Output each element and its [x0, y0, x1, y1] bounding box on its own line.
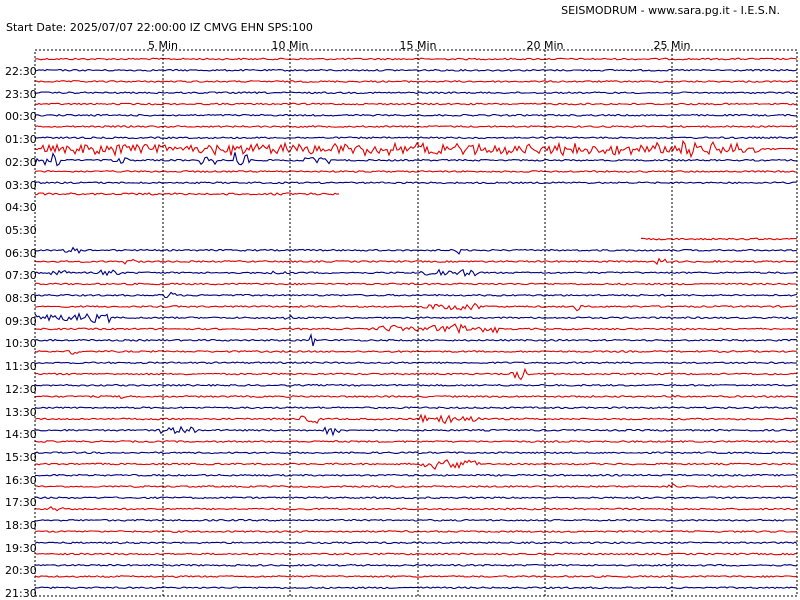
credit-text: SEISMODRUM - www.sara.pg.it - I.E.S.N.: [561, 4, 780, 17]
hour-label: 17:30: [5, 496, 37, 510]
trace-line: [34, 170, 798, 173]
trace-line: [34, 367, 798, 381]
hour-label: 10:30: [5, 337, 37, 351]
trace-line: [34, 136, 798, 140]
trace-line: [34, 181, 798, 185]
trace-line: [34, 139, 798, 159]
trace-line: [34, 586, 798, 590]
trace-line: [34, 151, 798, 167]
hour-label: 14:30: [5, 428, 37, 442]
trace-line: [34, 496, 798, 500]
minute-label: 5 Min: [147, 39, 179, 52]
minute-label: 25 Min: [653, 39, 691, 52]
hour-label: 22:30: [5, 65, 37, 78]
start-date-text: Start Date: 2025/07/07 22:00:00 IZ CMVG …: [6, 21, 313, 34]
hour-label: 06:30: [5, 246, 37, 260]
trace-line: [34, 394, 798, 400]
trace-line: [34, 323, 798, 335]
trace-line: [34, 57, 798, 61]
hour-label: 01:30: [5, 133, 37, 147]
trace-line: [34, 91, 798, 95]
trace-line: [34, 268, 798, 277]
hour-label: 12:30: [5, 382, 37, 396]
hour-label: 16:30: [5, 473, 37, 487]
hour-label: 09:30: [5, 314, 37, 328]
minute-label: 10 Min: [271, 39, 309, 52]
trace-line: [34, 113, 798, 117]
hour-label: 15:30: [5, 450, 37, 464]
trace-line: [34, 506, 798, 512]
hour-label: 21:30: [5, 587, 37, 600]
trace-line: [35, 361, 798, 365]
hour-label: 18:30: [5, 519, 37, 532]
trace-line: [34, 406, 798, 410]
trace-line: [34, 80, 798, 83]
hour-label: 08:30: [5, 292, 37, 305]
trace-line: [34, 563, 798, 567]
hour-label: 19:30: [5, 541, 37, 555]
hour-label: 05:30: [5, 223, 37, 237]
trace-line: [34, 68, 798, 72]
trace-line: [34, 282, 798, 286]
hour-label: 00:30: [5, 110, 37, 124]
trace-line: [34, 451, 798, 455]
trace-line: [34, 541, 798, 545]
trace-line: [34, 440, 798, 443]
trace-line: [34, 483, 798, 488]
minute-label: 20 Min: [526, 39, 564, 52]
minute-label: 15 Min: [399, 39, 437, 52]
hour-label: 03:30: [5, 178, 37, 192]
trace-line: [34, 413, 798, 425]
trace-line: [34, 383, 798, 387]
hour-label: 11:30: [5, 360, 37, 374]
trace-line: [34, 518, 798, 522]
trace-line: [34, 246, 798, 255]
trace-line: [34, 102, 798, 106]
trace-line: [34, 459, 798, 470]
trace-line: [34, 192, 340, 196]
trace-line: [34, 125, 798, 128]
hour-label: 02:30: [5, 155, 37, 169]
trace-line: [640, 237, 798, 241]
trace-line: [34, 575, 798, 578]
trace-line: [34, 332, 798, 347]
trace-line: [34, 257, 798, 266]
trace-line: [34, 552, 798, 556]
hour-label: 07:30: [5, 269, 37, 283]
hour-label: 20:30: [5, 564, 37, 578]
trace-line: [34, 425, 798, 437]
hour-label: 04:30: [5, 201, 37, 215]
hour-label: 13:30: [5, 405, 37, 419]
trace-line: [34, 312, 798, 324]
drum-frame: [34, 49, 798, 597]
trace-line: [34, 530, 798, 533]
trace-line: [34, 473, 798, 477]
hour-label: 23:30: [5, 87, 37, 101]
trace-line: [34, 302, 798, 312]
trace-line: [34, 350, 798, 355]
trace-line: [34, 291, 798, 299]
